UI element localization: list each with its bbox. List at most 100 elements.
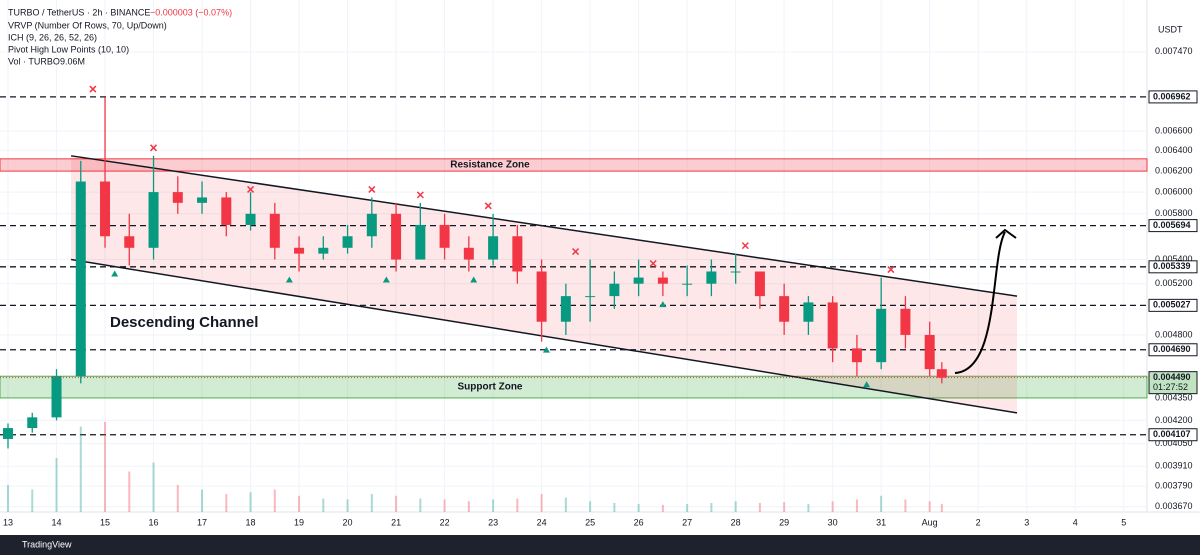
volume-bar: [492, 499, 495, 512]
indicator: VRVP (Number Of Rows, 70, Up/Down): [8, 20, 167, 30]
arrow: [954, 231, 1006, 374]
candle-body: [463, 247, 474, 260]
volume-bar: [31, 489, 34, 512]
candle-body: [536, 271, 547, 322]
volume-bar: [928, 501, 931, 512]
level-box: [1148, 260, 1198, 274]
candle-body: [245, 213, 256, 225]
pivot-high: [89, 85, 97, 93]
level-box: [1148, 219, 1198, 233]
volume-bar: [940, 503, 943, 512]
pivot-high: [416, 191, 424, 199]
volume-bar: [176, 485, 179, 512]
pivot-high: [741, 242, 749, 250]
volume-bar: [467, 501, 470, 512]
volume-bar: [395, 495, 398, 512]
volume-bar: [589, 501, 592, 512]
countdown: 01:27:52: [1153, 382, 1188, 392]
title: TURBO / TetherUS · 2h · BINANCE: [8, 7, 150, 17]
x-tick-label: 15: [100, 517, 110, 527]
candle-body: [172, 192, 183, 203]
x-tick-label: 17: [197, 517, 207, 527]
volume-bar: [637, 503, 640, 512]
volume-label: Vol · TURBO: [8, 56, 60, 66]
candle-body: [51, 376, 62, 418]
candle-body: [682, 283, 693, 285]
candle-body: [294, 247, 305, 254]
x-tick-label: 16: [149, 517, 159, 527]
volume-bar: [322, 498, 325, 512]
level-label: 0.004690: [1153, 344, 1191, 354]
volume-bar: [443, 499, 446, 512]
candle-body: [803, 302, 814, 322]
volume-bar: [55, 458, 58, 512]
zone-label: Resistance Zone: [450, 160, 530, 171]
volume-bar: [516, 498, 519, 512]
candle-body: [488, 236, 499, 260]
zone: [0, 158, 1148, 172]
y-tick-label: 0.006400: [1155, 145, 1193, 155]
candle-body: [3, 428, 14, 439]
x-tick-label: 4: [1073, 517, 1078, 527]
volume-bar: [880, 495, 883, 512]
y-tick-label: 0.005800: [1155, 208, 1193, 218]
pivot-low: [285, 276, 293, 283]
x-tick-label: 21: [391, 517, 401, 527]
level-label: 0.004107: [1153, 429, 1191, 439]
footer: [0, 535, 1200, 555]
volume-bar: [104, 422, 107, 512]
zone: [0, 375, 1148, 399]
candle-body: [851, 348, 862, 363]
x-tick-label: 24: [537, 517, 547, 527]
volume-bar: [661, 504, 664, 512]
candle-body: [827, 302, 838, 349]
candle-body: [318, 247, 329, 254]
x-tick-label: 29: [779, 517, 789, 527]
candle-body: [754, 271, 765, 297]
volume-bar: [540, 494, 543, 512]
x-tick-label: 27: [682, 517, 692, 527]
y-tick-label: 0.004800: [1155, 329, 1193, 339]
candle-body: [779, 296, 790, 322]
last-price-box: [1148, 371, 1198, 395]
volume-bar: [904, 499, 907, 512]
volume-bar: [346, 499, 349, 512]
y-tick-label: 0.007470: [1155, 46, 1193, 56]
change: −0.000003 (−0.07%): [150, 7, 232, 17]
y-tick-label: 0.006000: [1155, 186, 1193, 196]
level-label: 0.005027: [1153, 300, 1191, 310]
y-tick-label: 0.004200: [1155, 415, 1193, 425]
level-box: [1148, 298, 1198, 312]
y-tick-label: 0.004350: [1155, 392, 1193, 402]
y-tick-label: 0.005200: [1155, 278, 1193, 288]
pivot-high: [368, 185, 376, 193]
candle-body: [27, 417, 38, 429]
indicator: ICH (9, 26, 26, 52, 26): [8, 32, 97, 42]
y-tick-label: 0.006200: [1155, 165, 1193, 175]
candle-body: [900, 308, 911, 335]
volume-bar: [783, 502, 786, 512]
volume-bar: [201, 489, 204, 512]
volume-bar: [613, 503, 616, 512]
channel-line: [70, 258, 1018, 414]
volume-bar: [710, 503, 713, 512]
candle-body: [512, 236, 523, 272]
candle-body: [148, 192, 159, 248]
x-tick-label: 3: [1024, 517, 1029, 527]
candle-body: [124, 236, 135, 248]
candle-body: [100, 181, 111, 237]
level-label: 0.005339: [1153, 261, 1191, 271]
pivot-low: [863, 381, 871, 388]
candle-body: [439, 224, 450, 248]
volume-bar: [152, 462, 155, 512]
x-tick-label: 28: [731, 517, 741, 527]
candle-body: [366, 213, 377, 237]
candle-body: [585, 296, 596, 298]
candle-body: [75, 181, 86, 377]
channel-label: Descending Channel: [110, 314, 258, 331]
volume-bar: [249, 492, 252, 512]
candle-body: [342, 236, 353, 248]
